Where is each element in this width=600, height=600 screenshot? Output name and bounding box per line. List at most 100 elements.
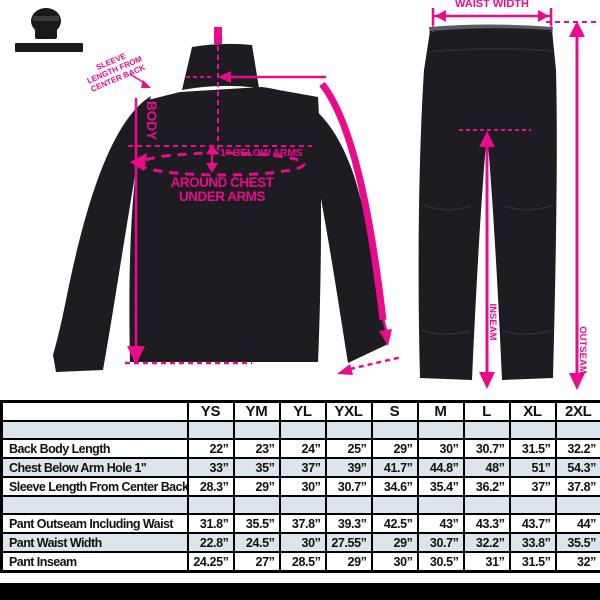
measurement-row: Pant Outseam Including Waist 31.8” 35.5” 37… (0, 513, 600, 534)
body-length-label: BODY (144, 101, 159, 140)
pants-illustration (418, 24, 557, 380)
measurement-value-cell: 28.5” (278, 551, 327, 573)
size-column-header: YS (186, 400, 235, 422)
corner-cell (0, 400, 189, 422)
outseam-label: OUTSEAM (577, 326, 588, 374)
size-column-header: S (370, 400, 419, 422)
spacer-cell (508, 420, 557, 440)
measurement-value-cell: 39” (324, 457, 373, 478)
body-arrowhead-icon (127, 346, 145, 365)
spacer-cell (416, 495, 465, 515)
measurement-value-cell: 30” (278, 476, 327, 497)
cuff-arrowhead-icon (337, 364, 353, 375)
brand-logo (15, 8, 83, 52)
brand-logo-icon-band (33, 16, 59, 21)
measurement-value-cell: 29” (324, 551, 373, 573)
pointer-arrowhead-icon (141, 80, 151, 88)
measurement-value-cell: 30” (278, 532, 327, 553)
measurement-diagram: SLEEVE LENGTH FROM CENTER BACK BODY 1" B… (15, 0, 600, 390)
left-arrowhead-icon (435, 10, 446, 22)
measurement-value-cell: 44” (554, 513, 600, 534)
down-arrowhead-icon (569, 373, 585, 390)
measurement-value-cell: 32” (554, 551, 600, 573)
measurement-value-cell: 43” (416, 513, 465, 534)
measurement-value-cell: 31.8” (186, 513, 235, 534)
measurement-value-cell: 35.4” (416, 476, 465, 497)
spacer-cell (554, 420, 600, 440)
spacer-cell (462, 495, 511, 515)
measurement-value-cell: 54.3” (554, 457, 600, 478)
measurement-value-cell: 30” (416, 438, 465, 459)
measurement-value-cell: 24.5” (232, 532, 281, 553)
measurement-value-cell: 31.5” (508, 551, 557, 573)
measurement-value-cell: 37” (278, 457, 327, 478)
down-arrowhead-icon (206, 163, 218, 173)
measurement-row: Sleeve Length From Center Back 28.3” 29” 30… (0, 476, 600, 497)
measurement-value-cell: 30” (370, 551, 419, 573)
pants-right-lower-seam (502, 329, 554, 335)
pants-left-lower-seam (420, 329, 470, 335)
measurement-label-cell: Pant Inseam (0, 551, 189, 573)
down-arrowhead-icon (379, 329, 392, 346)
measurement-value-cell: 29” (232, 476, 281, 497)
down-arrowhead-icon (479, 372, 495, 389)
measurement-value-cell: 28.3” (186, 476, 235, 497)
inseam-label: INSEAM (487, 304, 498, 341)
measurement-value-cell: 31.5” (508, 438, 557, 459)
pants-body (418, 28, 557, 380)
size-column-header: 2XL (554, 400, 600, 422)
measurement-row: Back Body Length 22” 23” 24” 25” 29” 30” 30.7” 3… (0, 438, 600, 459)
brand-logo-icon-jaw (35, 29, 57, 39)
measurement-value-cell: 30.7” (462, 438, 511, 459)
measurement-value-cell: 30.5” (416, 551, 465, 573)
spacer-cell (278, 495, 327, 515)
up-arrowhead-icon (206, 144, 218, 154)
size-column-header: YL (278, 400, 327, 422)
spacer-cell (278, 420, 327, 440)
measurement-value-cell: 51” (508, 457, 557, 478)
measurement-value-cell: 34.6” (370, 476, 419, 497)
left-arrowhead-icon (218, 71, 231, 83)
spacer-row (0, 495, 600, 515)
measurement-value-cell: 35.5” (554, 532, 600, 553)
measurement-value-cell: 37.8” (554, 476, 600, 497)
measurement-value-cell: 39.3” (324, 513, 373, 534)
size-column-header: YXL (324, 400, 373, 422)
spacer-cell (370, 495, 419, 515)
jacket-left-sleeve (53, 96, 151, 372)
up-arrowhead-icon (479, 131, 495, 147)
measurement-value-cell: 37” (508, 476, 557, 497)
size-column-header: XL (508, 400, 557, 422)
spacer-cell (324, 495, 373, 515)
measurement-value-cell: 24.25” (186, 551, 235, 573)
measurement-label-cell: Back Body Length (0, 438, 189, 459)
brand-logo-wordmark (15, 43, 83, 52)
pants-left-knee-seam (423, 204, 471, 211)
measurement-value-cell: 32.2” (554, 438, 600, 459)
spacer-cell (370, 420, 419, 440)
measurement-value-cell: 30.7” (416, 532, 465, 553)
center-back-tick (214, 27, 222, 44)
measurement-value-cell: 36.2” (462, 476, 511, 497)
spacer-cell (462, 420, 511, 440)
measurement-value-cell: 32.2” (462, 532, 511, 553)
measurement-value-cell: 30.7” (324, 476, 373, 497)
measurement-value-cell: 23” (232, 438, 281, 459)
measurement-label-cell: Pant Outseam Including Waist (0, 513, 189, 534)
spacer-cell (0, 420, 189, 440)
spacer-row (0, 420, 600, 440)
measurement-value-cell: 35” (232, 457, 281, 478)
measurement-value-cell: 33” (186, 457, 235, 478)
measurement-label-cell: Pant Waist Width (0, 532, 189, 553)
spacer-cell (416, 420, 465, 440)
spacer-cell (0, 495, 189, 515)
measurement-value-cell: 29” (370, 438, 419, 459)
spacer-cell (554, 495, 600, 515)
up-arrowhead-icon (569, 21, 585, 37)
around-chest-label-line2: UNDER ARMS (179, 189, 265, 204)
measurement-value-cell: 22” (186, 438, 235, 459)
measurement-value-cell: 37.8” (278, 513, 327, 534)
measurement-value-cell: 27.55” (324, 532, 373, 553)
measurement-value-cell: 22.8” (186, 532, 235, 553)
